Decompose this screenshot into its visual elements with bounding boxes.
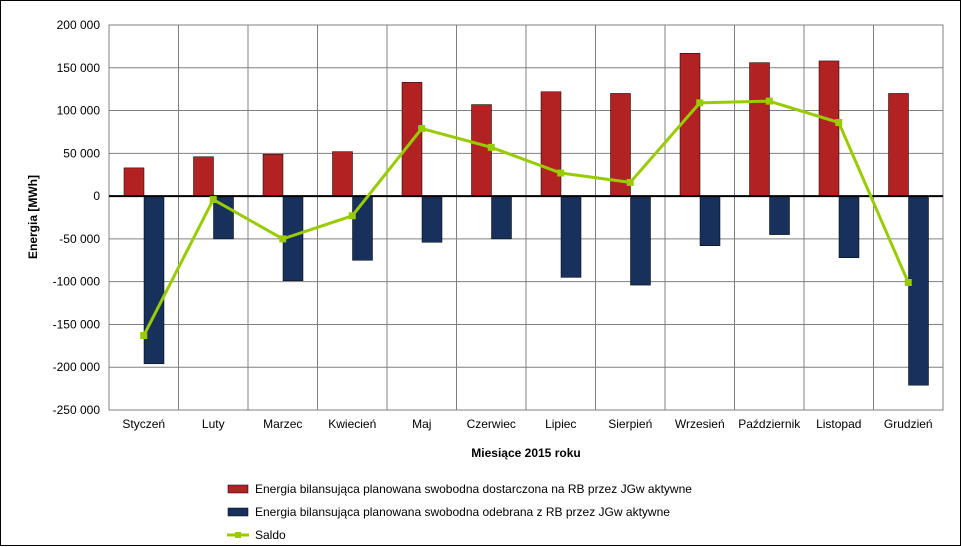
x-tick-label: Grudzień <box>884 417 933 431</box>
y-tick-label: -100 000 <box>53 275 101 289</box>
bar-received-11 <box>908 195 929 386</box>
bar-delivered-2 <box>262 153 284 197</box>
y-tick-labels: 200 000 150 000 100 000 50 000 0 -50 000 -100 … <box>53 18 101 417</box>
bar-received-3 <box>352 195 373 261</box>
saldo-marker-4 <box>418 125 426 133</box>
bar-received-9 <box>769 195 790 235</box>
legend-label-received: Energia bilansująca planowana swobodna o… <box>255 505 670 519</box>
y-tick-label: -50 000 <box>59 232 100 246</box>
y-axis-title: Energia [MWh] <box>26 175 40 259</box>
saldo-marker-7 <box>626 178 634 186</box>
legend-label-delivered: Energia bilansująca planowana swobodna d… <box>255 482 692 496</box>
saldo-marker-8 <box>696 99 704 107</box>
saldo-marker-10 <box>835 119 843 127</box>
y-tick-label: -250 000 <box>53 403 101 417</box>
saldo-marker-11 <box>904 279 912 287</box>
bar-delivered-0 <box>123 167 145 197</box>
y-tick-label: 200 000 <box>57 18 101 32</box>
y-tick-label: 50 000 <box>63 146 100 160</box>
grid-lines <box>109 24 943 411</box>
bar-delivered-8 <box>679 52 701 197</box>
x-tick-label: Luty <box>202 417 225 431</box>
x-tick-label: Sierpień <box>608 417 652 431</box>
x-tick-label: Lipiec <box>545 417 576 431</box>
bar-delivered-10 <box>818 60 840 197</box>
saldo-line <box>142 99 910 337</box>
bar-delivered-9 <box>749 62 770 197</box>
legend-swatch-received <box>227 507 249 517</box>
x-tick-labels: Styczeń Luty Marzec Kwiecień Maj Czerwiec Lipi… <box>122 417 932 431</box>
bar-received-4 <box>421 195 443 243</box>
bar-delivered-6 <box>540 91 562 197</box>
bar-delivered-11 <box>888 93 909 197</box>
x-tick-label: Styczeń <box>122 417 165 431</box>
bar-received-8 <box>699 195 721 246</box>
x-tick-label: Maj <box>412 417 431 431</box>
x-tick-label: Czerwiec <box>467 417 516 431</box>
x-tick-label: Listopad <box>816 417 861 431</box>
saldo-marker-3 <box>348 212 356 220</box>
saldo-line-group <box>140 97 912 340</box>
y-tick-label: -150 000 <box>53 317 101 331</box>
saldo-marker-1 <box>209 196 217 204</box>
x-axis-title: Miesiące 2015 roku <box>471 446 580 460</box>
bar-received-6 <box>560 195 582 278</box>
bar-received-7 <box>630 195 651 286</box>
y-tick-label: -200 000 <box>53 360 101 374</box>
y-tick-label: 0 <box>93 189 100 203</box>
saldo-marker-9 <box>765 97 773 105</box>
y-tick-label: 100 000 <box>57 104 101 118</box>
bar-received-10 <box>838 195 860 258</box>
x-tick-label: Wrzesień <box>675 417 725 431</box>
bar-delivered-3 <box>332 151 353 197</box>
legend-swatch-delivered <box>227 484 249 494</box>
x-tick-label: Kwiecień <box>328 417 376 431</box>
legend-label-saldo: Saldo <box>255 528 286 542</box>
bar-received-5 <box>491 195 512 240</box>
y-tick-label: 150 000 <box>57 61 101 75</box>
x-tick-label: Październik <box>738 417 801 431</box>
legend: Energia bilansująca planowana swobodna d… <box>227 482 692 542</box>
saldo-marker-6 <box>557 169 565 177</box>
saldo-marker-0 <box>140 332 148 340</box>
bar-delivered-1 <box>193 156 214 197</box>
saldo-marker-5 <box>487 143 495 151</box>
saldo-marker-2 <box>279 235 287 243</box>
x-tick-label: Marzec <box>263 417 302 431</box>
legend-swatch-saldo-marker <box>235 532 241 538</box>
